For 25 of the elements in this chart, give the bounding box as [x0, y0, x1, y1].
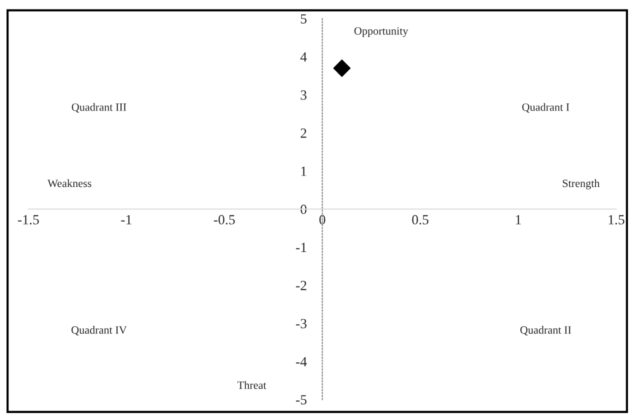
x-tick-label: 1: [516, 215, 521, 224]
x-tick-label: 0: [319, 215, 326, 224]
x-tick-label: -1.5: [18, 215, 39, 224]
y-tick-label: 3: [300, 90, 306, 100]
y-tick-label: 4: [300, 52, 307, 62]
y-tick-label: -1: [296, 242, 306, 252]
annotation: Weakness: [48, 179, 92, 188]
x-tick-label: -1: [121, 215, 132, 224]
annotation: Quadrant II: [520, 326, 572, 336]
annotation: Quadrant III: [72, 103, 126, 113]
y-tick-label: 5: [300, 14, 306, 24]
y-tick-label: -2: [296, 280, 306, 290]
annotation: Strength: [562, 179, 600, 190]
annotation: Threat: [237, 381, 266, 389]
x-tick-label: -0.5: [214, 215, 235, 224]
annotation: Quadrant I: [522, 103, 570, 113]
y-tick-label: -4: [296, 357, 307, 366]
x-tick-label: 0.5: [412, 215, 428, 224]
y-tick-label: 2: [300, 128, 306, 138]
y-tick-label: -5: [296, 395, 306, 404]
annotation: Opportunity: [354, 27, 408, 37]
x-tick-label: 1.5: [608, 215, 624, 224]
annotation: Quadrant IV: [72, 326, 127, 336]
y-tick-label: -3: [296, 318, 306, 328]
y-tick-label: 1: [301, 166, 306, 176]
